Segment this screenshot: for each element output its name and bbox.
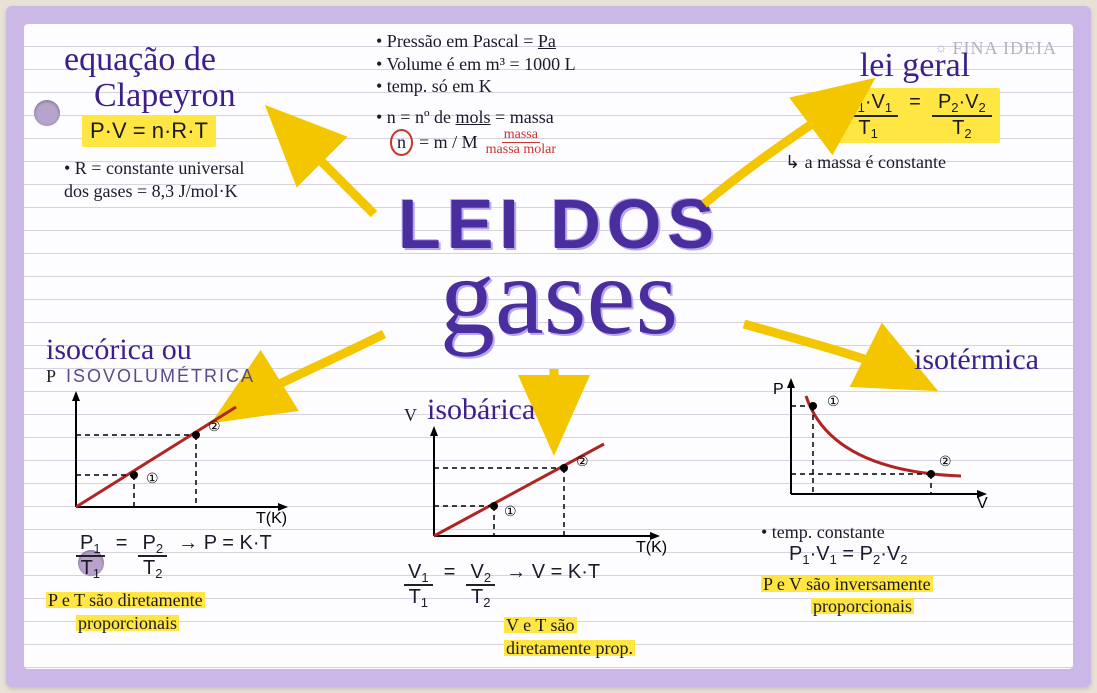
stage: ☼ FINA IDEIA LEI DOS gases equação de Cl… xyxy=(0,0,1097,693)
clapeyron-note1: • R = constante universal xyxy=(64,157,344,180)
isocorica-sub: PISOVOLUMÉTRICA xyxy=(46,366,366,387)
svg-text:P: P xyxy=(773,381,784,398)
isocorica-heading: isocórica ou xyxy=(46,334,366,366)
units-l1: • Pressão em Pascal = Pa xyxy=(376,30,706,53)
frac-bot: massa molar xyxy=(484,143,558,157)
isobarica-heading: isobárica xyxy=(427,394,535,426)
svg-text:①: ① xyxy=(827,393,840,409)
section-isocorica: isocórica ou PISOVOLUMÉTRICA ① ② T(K) xyxy=(46,334,366,634)
svg-text:①: ① xyxy=(146,470,159,486)
units-l4: • n = nº de mols = massa xyxy=(376,106,706,129)
clapeyron-formula: P·V = n·R·T xyxy=(82,115,216,147)
section-units: • Pressão em Pascal = Pa • Volume é em m… xyxy=(376,30,706,157)
paper-frame: ☼ FINA IDEIA LEI DOS gases equação de Cl… xyxy=(6,6,1091,687)
hole-top xyxy=(34,100,60,126)
isotermica-heading: isotérmica xyxy=(761,344,1039,376)
section-isobarica: V isobárica ① ② T(K) V xyxy=(404,394,724,659)
svg-text:②: ② xyxy=(576,453,589,469)
geral-formula: P1·V1 T1 = P2·V2 T2 xyxy=(830,88,1000,144)
units-fraction: massa massa molar xyxy=(484,128,558,157)
clapeyron-note2: dos gases = 8,3 J/mol·K xyxy=(64,180,344,203)
section-isotermica: isotérmica ① ② P V • temp. constante xyxy=(761,344,1051,618)
isobarica-note: V e T sãodiretamente prop. xyxy=(504,614,724,659)
units-l5b: = m / M xyxy=(419,131,478,154)
isocorica-note: P e T são diretamenteproporcionais xyxy=(46,589,366,634)
isotermica-formula: P1·V1 = P2·V2 xyxy=(789,543,1051,567)
isocorica-graph: ① ② T(K) xyxy=(46,387,306,527)
isocorica-formula: P1T1 = P2T2 → P = K·T xyxy=(76,532,366,582)
title-line2: gases xyxy=(344,258,774,335)
svg-text:②: ② xyxy=(939,453,952,469)
isotermica-note: P e V são inversamenteproporcionais xyxy=(761,573,1051,618)
units-l2: • Volume é em m³ = 1000 L xyxy=(376,53,706,76)
clapeyron-heading2: Clapeyron xyxy=(94,78,344,114)
isobarica-graph: ① ② T(K) xyxy=(404,426,684,556)
isotermica-graph: ① ② P V xyxy=(761,376,1001,516)
section-geral: lei geral P1·V1 T1 = P2·V2 T2 ↳ a massa … xyxy=(785,48,1045,174)
main-title: LEI DOS gases xyxy=(344,184,774,335)
svg-text:②: ② xyxy=(208,418,221,434)
n-circled: n xyxy=(390,129,413,156)
paper: ☼ FINA IDEIA LEI DOS gases equação de Cl… xyxy=(24,24,1073,669)
clapeyron-heading1: equação de xyxy=(64,42,344,78)
svg-text:V: V xyxy=(977,495,988,512)
frac-top: massa xyxy=(502,128,540,143)
units-l5: n = m / M massa massa molar xyxy=(390,128,706,157)
geral-heading: lei geral xyxy=(785,48,1045,84)
section-clapeyron: equação de Clapeyron P·V = n·R·T • R = c… xyxy=(64,42,344,202)
units-l3: • temp. só em K xyxy=(376,75,706,98)
svg-text:T(K): T(K) xyxy=(256,510,287,527)
isobarica-formula: V1T1 = V2T2 → V = K·T xyxy=(404,561,724,611)
svg-text:T(K): T(K) xyxy=(636,539,667,556)
svg-text:①: ① xyxy=(504,503,517,519)
isobarica-axis-y: V xyxy=(404,405,417,426)
isotermica-note-top: • temp. constante xyxy=(761,521,1051,544)
geral-note: ↳ a massa é constante xyxy=(785,151,1045,174)
